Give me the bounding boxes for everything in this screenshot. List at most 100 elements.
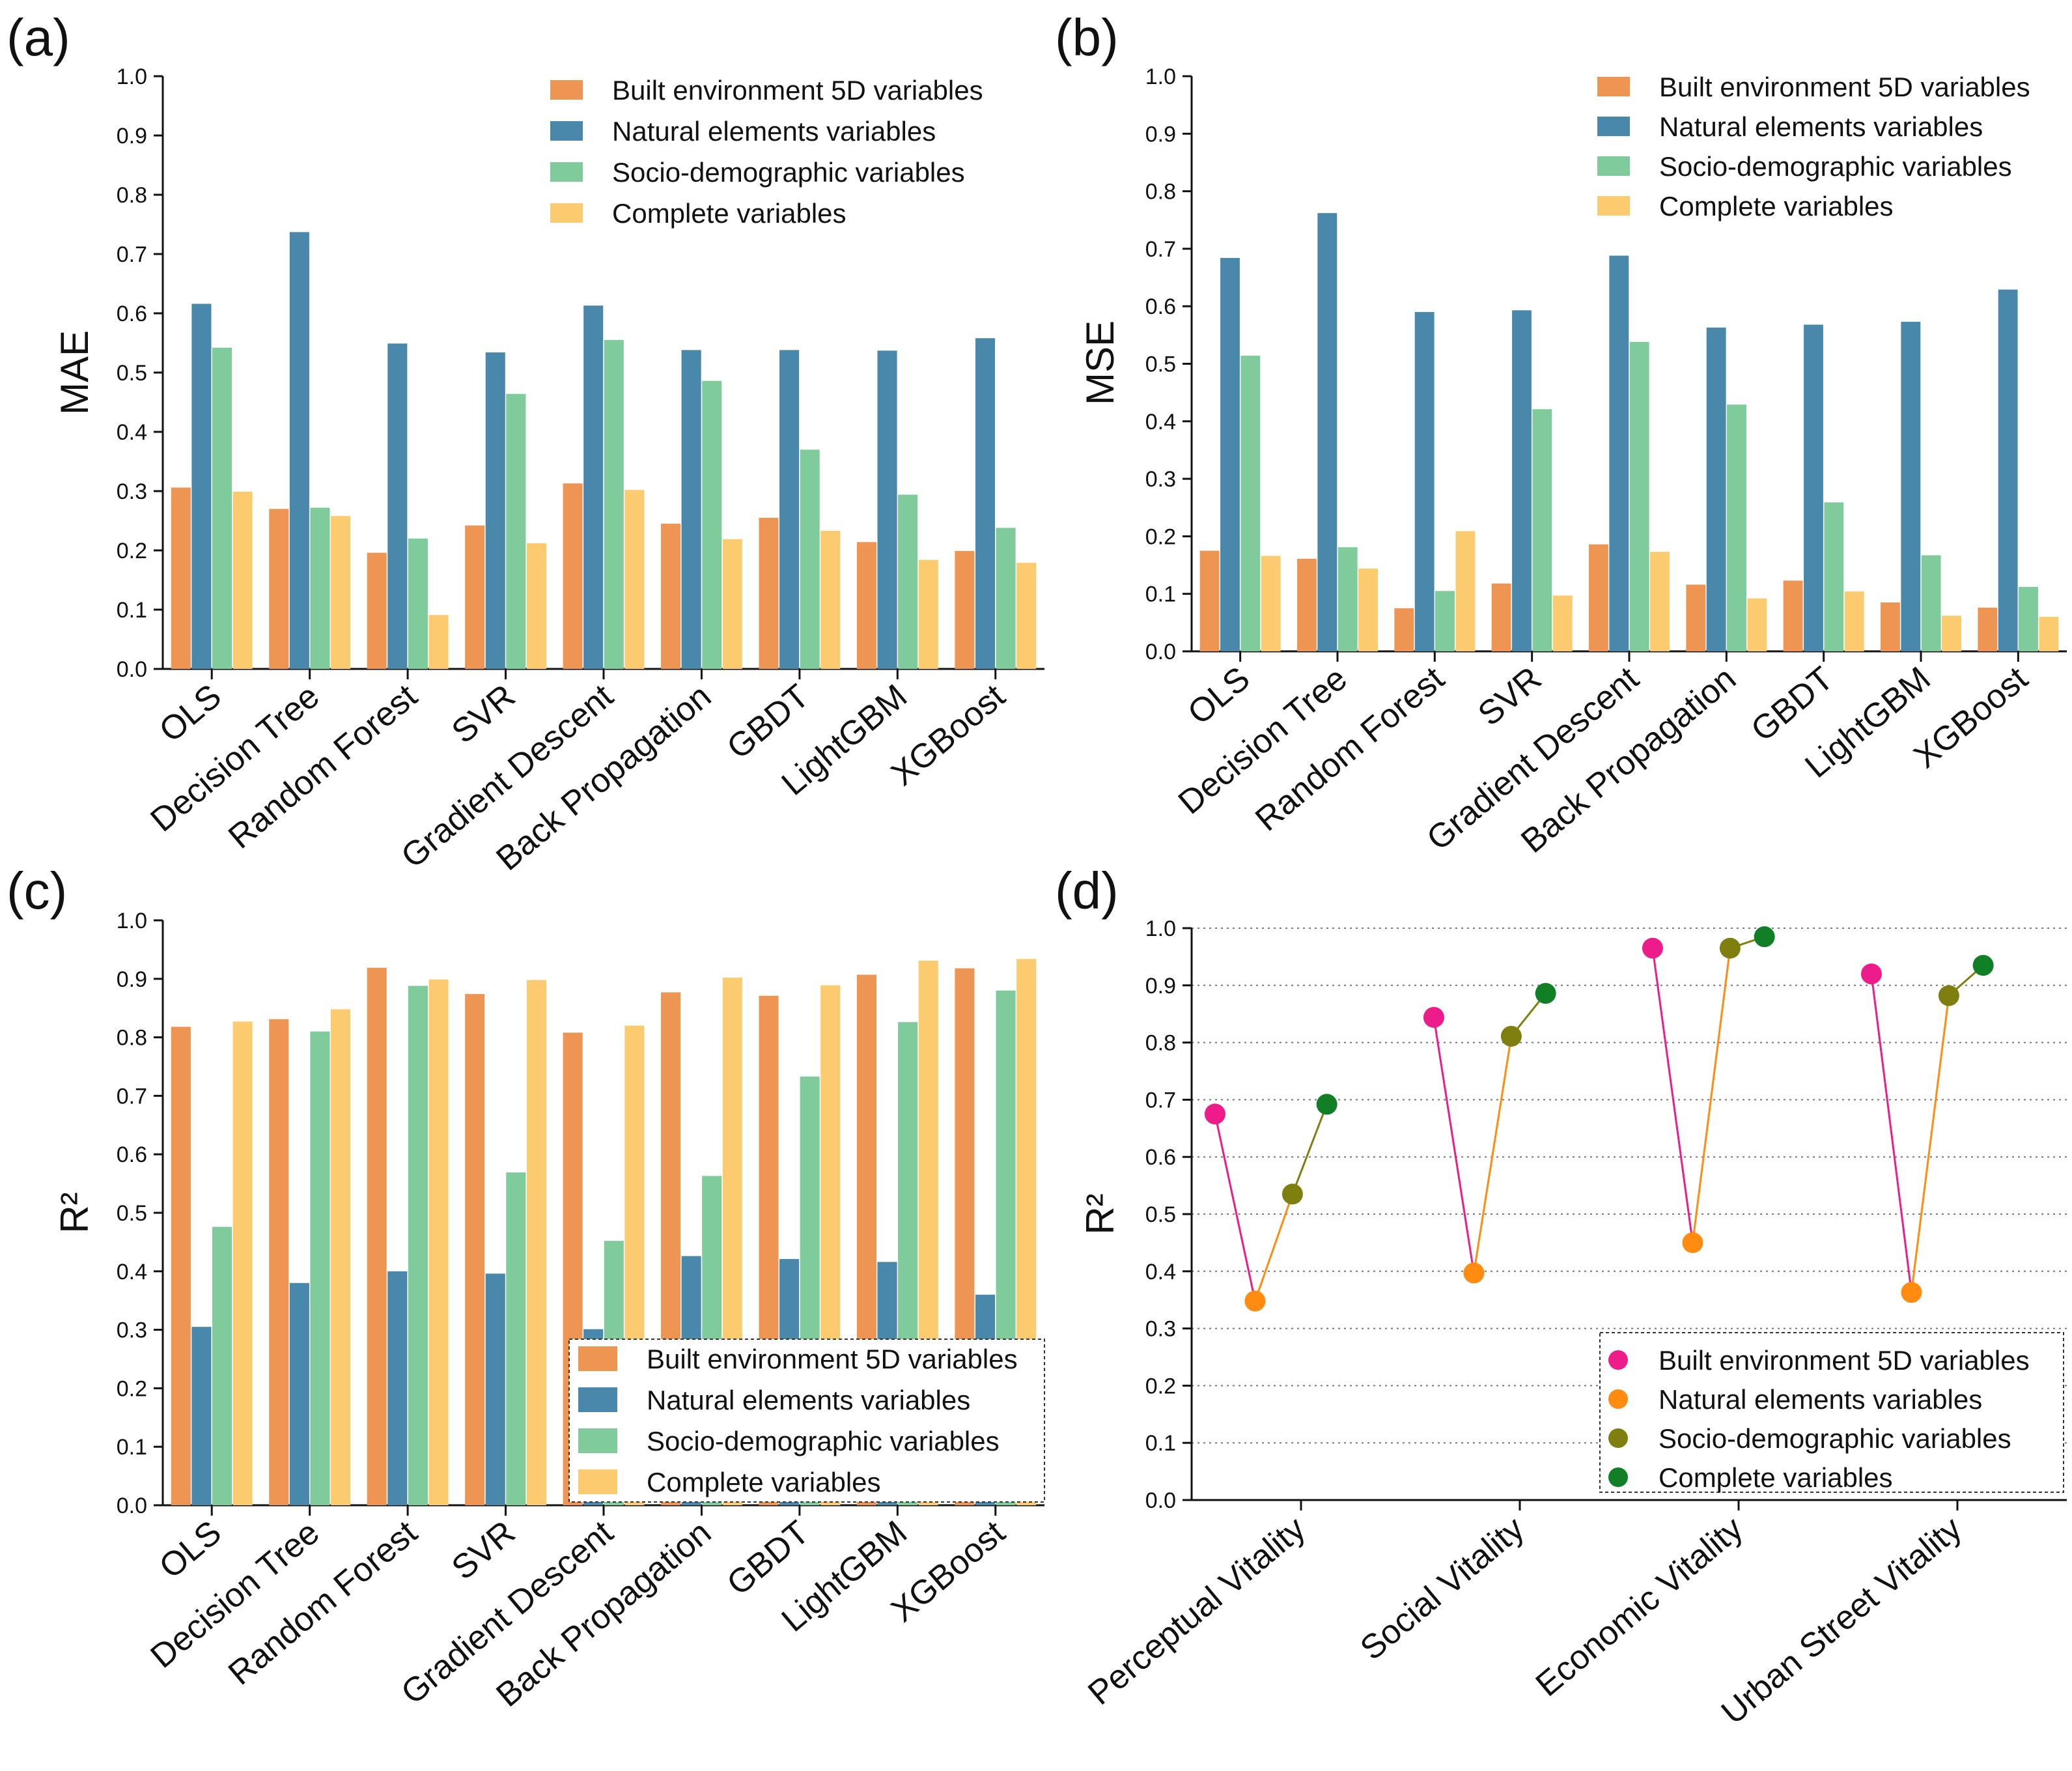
y-tick-label: 0.4 bbox=[1145, 410, 1176, 434]
bar-b-socio bbox=[1240, 356, 1261, 651]
bar-b-complete bbox=[1844, 591, 1864, 651]
legend-label: Socio-demographic variables bbox=[1659, 1423, 2011, 1454]
point-d_natural bbox=[1682, 1232, 1703, 1253]
legend-label: Complete variables bbox=[1659, 1462, 1893, 1493]
bar-a-socio bbox=[800, 449, 820, 669]
legend-marker bbox=[1608, 1428, 1628, 1448]
bar-a-natural bbox=[975, 338, 996, 669]
panel-label: (b) bbox=[1055, 8, 1119, 66]
bar-b-complete bbox=[1261, 556, 1281, 651]
bar-b-complete bbox=[1552, 595, 1573, 651]
y-tick-label: 0.9 bbox=[1145, 122, 1176, 147]
bar-c-complete bbox=[331, 1009, 351, 1505]
point-d_natural bbox=[1901, 1282, 1922, 1303]
bar-a-built bbox=[465, 525, 485, 669]
bar-a-socio bbox=[212, 347, 232, 669]
legend-label: Complete variables bbox=[1659, 191, 1894, 221]
bar-a-socio bbox=[604, 339, 624, 669]
y-tick-label: 1.0 bbox=[1145, 64, 1176, 89]
y-tick-label: 0.5 bbox=[1145, 1202, 1176, 1227]
point-d_built bbox=[1204, 1103, 1225, 1125]
bar-b-built bbox=[1589, 544, 1608, 651]
panel-label: (d) bbox=[1055, 862, 1119, 920]
series-segment bbox=[1214, 1114, 1256, 1301]
category-label: OLS bbox=[152, 1514, 229, 1586]
legend-label: Socio-demographic variables bbox=[647, 1426, 1000, 1456]
panel-label: (c) bbox=[7, 862, 67, 920]
bar-c-socio bbox=[310, 1031, 330, 1505]
legend-marker bbox=[1608, 1467, 1628, 1487]
y-tick-label: 0.2 bbox=[1145, 524, 1176, 549]
point-d_complete bbox=[1754, 926, 1775, 948]
y-tick-label: 0.0 bbox=[117, 1494, 147, 1518]
category-label: SVR bbox=[445, 677, 522, 751]
bar-b-socio bbox=[1921, 555, 1941, 651]
chart-c: (c) R² 0.0 0.1 0.2 0.3 0.4 0.5 0.6 0.7 0.8 0.9 1.0 OL… bbox=[7, 862, 1045, 1714]
bar-a-natural bbox=[387, 343, 408, 669]
y-tick-label: 1.0 bbox=[117, 909, 147, 933]
chart-d: (d) R² 0.0 0.1 0.2 0.3 0.4 0.5 0.6 0.7 0.8 0.9 1.0 Pe… bbox=[1055, 862, 2067, 1732]
bar-a-socio bbox=[310, 507, 330, 669]
bar-a-built bbox=[856, 542, 876, 669]
bar-b-built bbox=[1881, 602, 1900, 651]
bar-a-natural bbox=[583, 305, 604, 669]
y-tick-label: 0.7 bbox=[1145, 237, 1176, 262]
legend-marker bbox=[1608, 1350, 1628, 1370]
bar-a-natural bbox=[485, 352, 505, 669]
legend-label: Natural elements variables bbox=[1659, 111, 1983, 142]
bar-c-socio bbox=[506, 1172, 526, 1505]
y-tick-label: 0.8 bbox=[117, 183, 147, 208]
legend-box bbox=[1599, 1332, 2064, 1493]
bar-a-built bbox=[563, 483, 583, 669]
y-tick-label: 0.4 bbox=[1145, 1260, 1176, 1284]
series-segment bbox=[1291, 1103, 1328, 1195]
bar-b-complete bbox=[1747, 598, 1767, 651]
y-tick-label: 1.0 bbox=[117, 64, 147, 89]
series-segment bbox=[1433, 1017, 1475, 1273]
point-d_complete bbox=[1535, 983, 1556, 1004]
bar-b-natural bbox=[1998, 289, 2018, 651]
bar-b-natural bbox=[1901, 322, 1921, 651]
legend-swatch bbox=[578, 1469, 617, 1494]
bar-a-complete bbox=[918, 560, 938, 669]
bar-c-built bbox=[367, 967, 387, 1505]
point-d_socio bbox=[1938, 985, 1959, 1006]
legend: Built environment 5D variables Natural el… bbox=[550, 75, 983, 229]
legend-label: Natural elements variables bbox=[1659, 1384, 1982, 1415]
bar-a-natural bbox=[289, 232, 309, 670]
series-segment bbox=[1870, 974, 1912, 1293]
chart-b: (b) MSE 0.0 0.1 0.2 0.3 0.4 0.5 0.6 0.7 0.8 0.9 1.0 O… bbox=[1055, 8, 2067, 860]
bar-b-complete bbox=[1650, 552, 1670, 651]
bar-a-built bbox=[171, 487, 191, 669]
bar-b-built bbox=[1297, 558, 1317, 651]
y-tick-label: 0.8 bbox=[1145, 1031, 1176, 1056]
bar-a-natural bbox=[681, 350, 701, 669]
legend-label: Complete variables bbox=[647, 1467, 881, 1497]
y-tick-label: 0.0 bbox=[1145, 640, 1176, 664]
y-tick-label: 0.5 bbox=[1145, 352, 1176, 377]
point-d_socio bbox=[1719, 937, 1741, 959]
bar-b-natural bbox=[1317, 213, 1337, 651]
bar-a-socio bbox=[702, 380, 722, 669]
legend-label: Socio-demographic variables bbox=[612, 157, 965, 188]
legend-label: Natural elements variables bbox=[647, 1385, 970, 1415]
y-tick-label: 0.7 bbox=[117, 1084, 147, 1109]
point-d_natural bbox=[1463, 1262, 1485, 1284]
bar-c-natural bbox=[191, 1327, 212, 1505]
legend-marker bbox=[1608, 1389, 1628, 1409]
bar-a-built bbox=[759, 517, 779, 669]
bar-b-socio bbox=[1532, 409, 1552, 651]
bar-b-socio bbox=[1727, 404, 1746, 651]
bar-c-built bbox=[171, 1027, 191, 1505]
bar-b-socio bbox=[1337, 547, 1358, 651]
bar-c-socio bbox=[212, 1226, 232, 1505]
y-tick-label: 0.3 bbox=[117, 479, 147, 504]
bar-a-built bbox=[661, 524, 681, 669]
legend-swatch bbox=[1597, 77, 1630, 96]
legend: Built environment 5D variables Natural el… bbox=[1597, 72, 2030, 221]
bar-b-socio bbox=[1824, 502, 1844, 651]
series-segment bbox=[1910, 995, 1950, 1293]
bar-c-socio bbox=[408, 985, 428, 1505]
y-tick-label: 0.0 bbox=[1145, 1488, 1176, 1513]
y-tick-label: 0.3 bbox=[1145, 467, 1176, 492]
